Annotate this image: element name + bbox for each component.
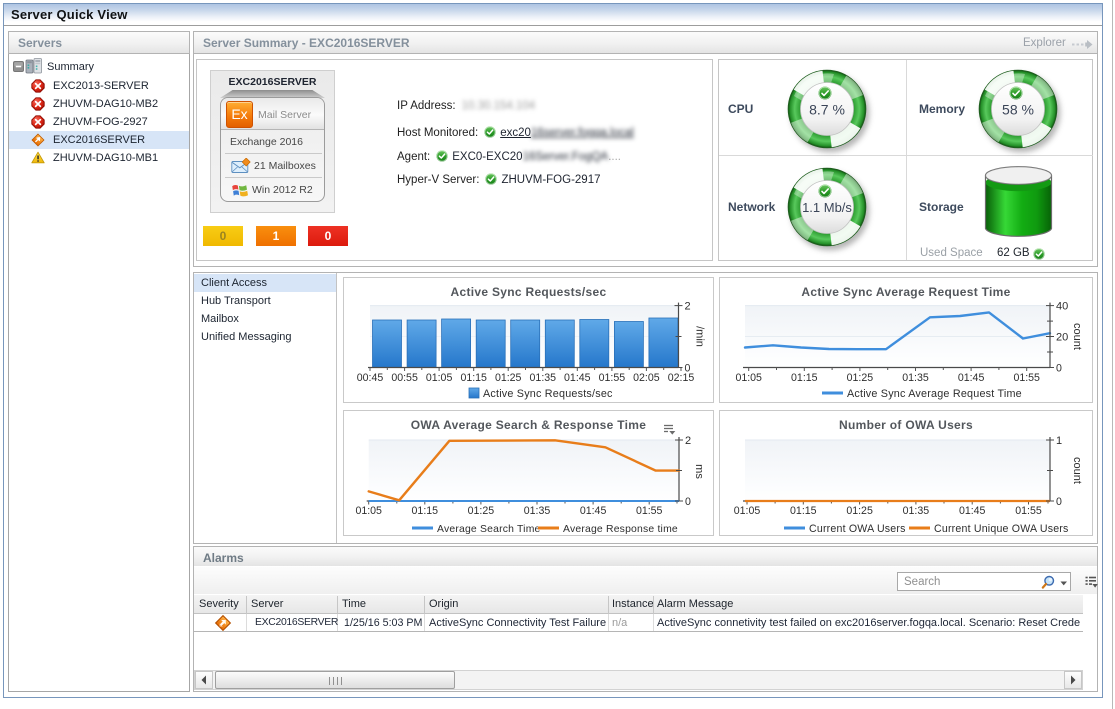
svg-text:01:55: 01:55	[599, 372, 626, 384]
svg-text:02:15: 02:15	[668, 372, 695, 384]
svg-text:01:15: 01:15	[791, 372, 818, 384]
svg-text:2: 2	[685, 301, 691, 313]
svg-text:01:45: 01:45	[564, 372, 591, 384]
svg-text:0: 0	[1056, 363, 1062, 375]
svg-text:01:05: 01:05	[426, 372, 453, 384]
svg-text:0: 0	[685, 363, 691, 375]
svg-text:01:15: 01:15	[460, 372, 487, 384]
svg-text:01:55: 01:55	[1015, 505, 1042, 517]
svg-text:Active Sync Requests/sec: Active Sync Requests/sec	[483, 388, 613, 400]
svg-text:Current OWA Users: Current OWA Users	[809, 523, 906, 535]
svg-text:01:25: 01:25	[495, 372, 522, 384]
svg-text:1: 1	[1056, 435, 1062, 447]
svg-text:01:15: 01:15	[412, 505, 439, 517]
svg-text:01:05: 01:05	[355, 505, 382, 517]
svg-text:02:05: 02:05	[633, 372, 660, 384]
svg-text:/min: /min	[694, 326, 706, 347]
svg-text:8.7 %: 8.7 %	[809, 102, 845, 118]
svg-text:ms: ms	[693, 464, 705, 479]
svg-text:01:45: 01:45	[580, 505, 607, 517]
svg-text:Current Unique OWA Users: Current Unique OWA Users	[934, 523, 1069, 535]
svg-text:01:35: 01:35	[903, 505, 930, 517]
svg-text:Active Sync Average Request Ti: Active Sync Average Request Time	[847, 388, 1022, 400]
svg-text:Average Response time: Average Response time	[563, 524, 678, 535]
svg-text:01:55: 01:55	[1013, 372, 1040, 384]
svg-text:0: 0	[685, 496, 691, 508]
svg-text:01:35: 01:35	[902, 372, 929, 384]
svg-text:Average Search Time: Average Search Time	[437, 524, 541, 535]
svg-text:40: 40	[1056, 301, 1068, 313]
svg-text:00:55: 00:55	[391, 372, 418, 384]
svg-text:01:25: 01:25	[847, 372, 874, 384]
svg-text:01:55: 01:55	[636, 505, 663, 517]
svg-text:58 %: 58 %	[1002, 102, 1034, 118]
svg-text:1.1 Mb/s: 1.1 Mb/s	[802, 200, 852, 215]
svg-text:count: count	[1071, 323, 1083, 350]
svg-text:00:45: 00:45	[357, 372, 384, 384]
svg-text:01:45: 01:45	[959, 505, 986, 517]
svg-text:01:15: 01:15	[790, 505, 817, 517]
svg-text:01:05: 01:05	[735, 372, 762, 384]
svg-text:01:45: 01:45	[958, 372, 985, 384]
svg-text:count: count	[1071, 457, 1083, 484]
svg-text:0: 0	[1056, 496, 1062, 508]
svg-text:2: 2	[685, 435, 691, 447]
svg-text:20: 20	[1056, 332, 1068, 344]
svg-text:01:35: 01:35	[524, 505, 551, 517]
svg-text:01:25: 01:25	[846, 505, 873, 517]
svg-text:01:05: 01:05	[734, 505, 761, 517]
svg-text:01:25: 01:25	[468, 505, 495, 517]
svg-text:01:35: 01:35	[530, 372, 557, 384]
